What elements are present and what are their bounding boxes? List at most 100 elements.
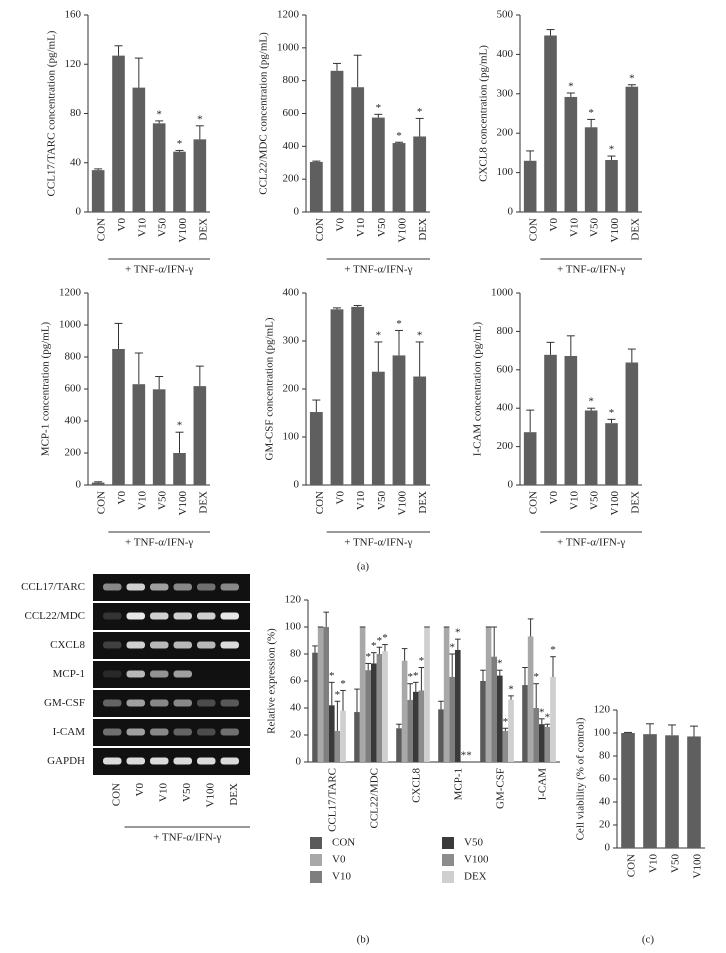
y-tick-label: 100: [283, 431, 300, 443]
bar: [323, 627, 329, 762]
y-tick-label: 40: [70, 156, 82, 168]
legend-label: V0: [332, 854, 346, 866]
significance-mark: *: [588, 107, 594, 119]
bar: [309, 161, 323, 212]
gel-band: [150, 583, 169, 591]
significance-mark: *: [419, 655, 425, 667]
bar: [334, 730, 341, 762]
bar: [605, 159, 618, 212]
y-tick-label: 200: [283, 383, 300, 395]
group-label: + TNF-α/IFN-γ: [557, 264, 625, 276]
bar: [533, 708, 539, 762]
bar: [329, 705, 335, 762]
significance-mark: *: [449, 642, 455, 654]
bar: [365, 670, 371, 762]
gel-band: [150, 699, 169, 707]
bar: [550, 676, 556, 762]
x-tick-label: V100: [397, 218, 409, 243]
gel-band: [150, 728, 169, 736]
bar: [193, 139, 207, 212]
significance-mark: *: [197, 113, 203, 125]
gel-band: [150, 757, 169, 765]
bar: [359, 627, 366, 762]
x-tick-label: CON: [314, 491, 326, 514]
bar: [625, 362, 639, 485]
x-tick-label: DEX: [197, 491, 209, 514]
x-tick-label: DEX: [629, 491, 641, 514]
x-tick-label: CCL17/TARC: [327, 768, 339, 832]
x-tick-label: V100: [609, 218, 621, 243]
significance-mark: *: [466, 750, 472, 762]
bar: [371, 371, 385, 485]
bar: [455, 649, 461, 762]
x-tick-label: V100: [397, 491, 409, 516]
significance-mark: *: [417, 329, 423, 341]
y-axis-label: CCL17/TARC concentration (pg/mL): [46, 30, 58, 196]
y-tick-label: 1200: [277, 9, 300, 21]
x-tick-label: CXCL8: [411, 768, 423, 803]
significance-mark: *: [413, 670, 419, 682]
y-tick-label: 40: [599, 796, 611, 808]
gel-band: [126, 641, 145, 649]
gel-row-label: CXCL8: [50, 639, 85, 651]
bar: [371, 117, 385, 212]
gel-lane-label: V100: [204, 783, 216, 808]
gel-band: [220, 757, 239, 765]
bar: [173, 151, 186, 212]
bar: [317, 627, 324, 762]
gel-row: [93, 719, 250, 746]
bar: [544, 726, 551, 762]
y-tick-label: 300: [497, 87, 514, 99]
y-axis-label: Relative expression (%): [266, 628, 278, 734]
y-tick-label: 800: [283, 74, 300, 86]
x-tick-label: V0: [335, 218, 347, 232]
group-label: + TNF-α/IFN-γ: [125, 264, 193, 276]
bar: [401, 660, 408, 762]
legend-label: V50: [464, 837, 483, 849]
y-tick-label: 1000: [491, 287, 514, 299]
bar: [132, 87, 146, 212]
gel-band: [126, 583, 145, 591]
y-tick-label: 1200: [59, 287, 82, 299]
bar: [497, 675, 503, 762]
significance-mark: *: [371, 640, 377, 652]
y-tick-label: 100: [594, 727, 611, 739]
y-tick-label: 60: [599, 773, 611, 785]
gel-band: [126, 670, 145, 678]
gel-band: [220, 612, 239, 620]
gel-band: [150, 612, 169, 620]
y-tick-label: 200: [65, 447, 82, 459]
bar: [544, 35, 557, 212]
y-tick-label: 200: [497, 440, 514, 452]
gel-band: [220, 641, 239, 649]
x-tick-label: CON: [528, 218, 540, 241]
significance-mark: *: [533, 671, 539, 683]
bar: [351, 306, 365, 485]
y-tick-label: 400: [283, 140, 300, 152]
significance-mark: *: [340, 678, 346, 690]
x-tick-label: GM-CSF: [495, 768, 507, 809]
bar: [91, 482, 105, 485]
gel-band: [126, 612, 145, 620]
group-label: + TNF-α/IFN-γ: [344, 537, 412, 549]
y-tick-label: 600: [283, 107, 300, 119]
x-tick-label: V0: [335, 491, 347, 505]
significance-mark: *: [376, 102, 382, 114]
significance-mark: *: [396, 130, 402, 142]
legend-label: DEX: [464, 871, 487, 883]
gel-row: [93, 661, 250, 688]
gel-row-label: I-CAM: [53, 726, 86, 738]
bar: [491, 656, 497, 762]
x-tick-label: V50: [670, 854, 682, 873]
significance-mark: *: [461, 750, 467, 762]
x-tick-label: V50: [376, 218, 388, 237]
x-tick-label: V100: [177, 218, 189, 243]
significance-mark: *: [177, 420, 183, 432]
significance-mark: *: [550, 644, 556, 656]
gel-lane-label: V0: [134, 783, 146, 797]
bar: [413, 136, 427, 212]
gel-lane-label: V50: [181, 783, 193, 802]
significance-mark: *: [177, 138, 183, 150]
gel-band: [197, 641, 216, 649]
y-axis-label: I-CAM concentration (pg/mL): [472, 321, 484, 456]
